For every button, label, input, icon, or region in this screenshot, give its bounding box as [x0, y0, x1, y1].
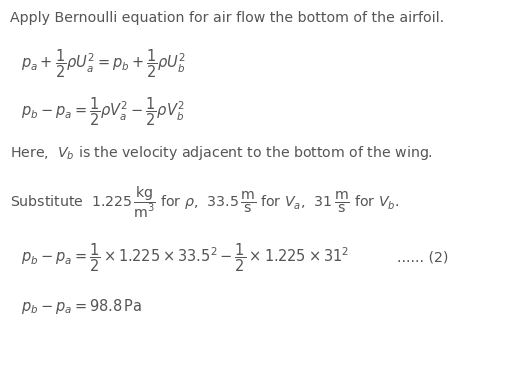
Text: Substitute  $1.225\,\dfrac{\mathrm{kg}}{\mathrm{m}^3}$ for $\rho$,  $33.5\,\dfra: Substitute $1.225\,\dfrac{\mathrm{kg}}{\…: [10, 185, 400, 220]
Text: Here,  $V_b$ is the velocity adjacent to the bottom of the wing.: Here, $V_b$ is the velocity adjacent to …: [10, 144, 434, 161]
Text: $p_b - p_a = 98.8\,\mathrm{Pa}$: $p_b - p_a = 98.8\,\mathrm{Pa}$: [21, 297, 142, 317]
Text: $p_a + \dfrac{1}{2}\rho U_a^2 = p_b + \dfrac{1}{2}\rho U_b^2$: $p_a + \dfrac{1}{2}\rho U_a^2 = p_b + \d…: [21, 47, 186, 80]
Text: ...... (2): ...... (2): [397, 250, 449, 264]
Text: Apply Bernoulli equation for air flow the bottom of the airfoil.: Apply Bernoulli equation for air flow th…: [10, 11, 445, 25]
Text: $p_b - p_a = \dfrac{1}{2}\rho V_a^2 - \dfrac{1}{2}\rho V_b^2$: $p_b - p_a = \dfrac{1}{2}\rho V_a^2 - \d…: [21, 95, 185, 128]
Text: $p_b - p_a = \dfrac{1}{2}\times1.225\times33.5^2 - \dfrac{1}{2}\times1.225\times: $p_b - p_a = \dfrac{1}{2}\times1.225\tim…: [21, 241, 349, 274]
